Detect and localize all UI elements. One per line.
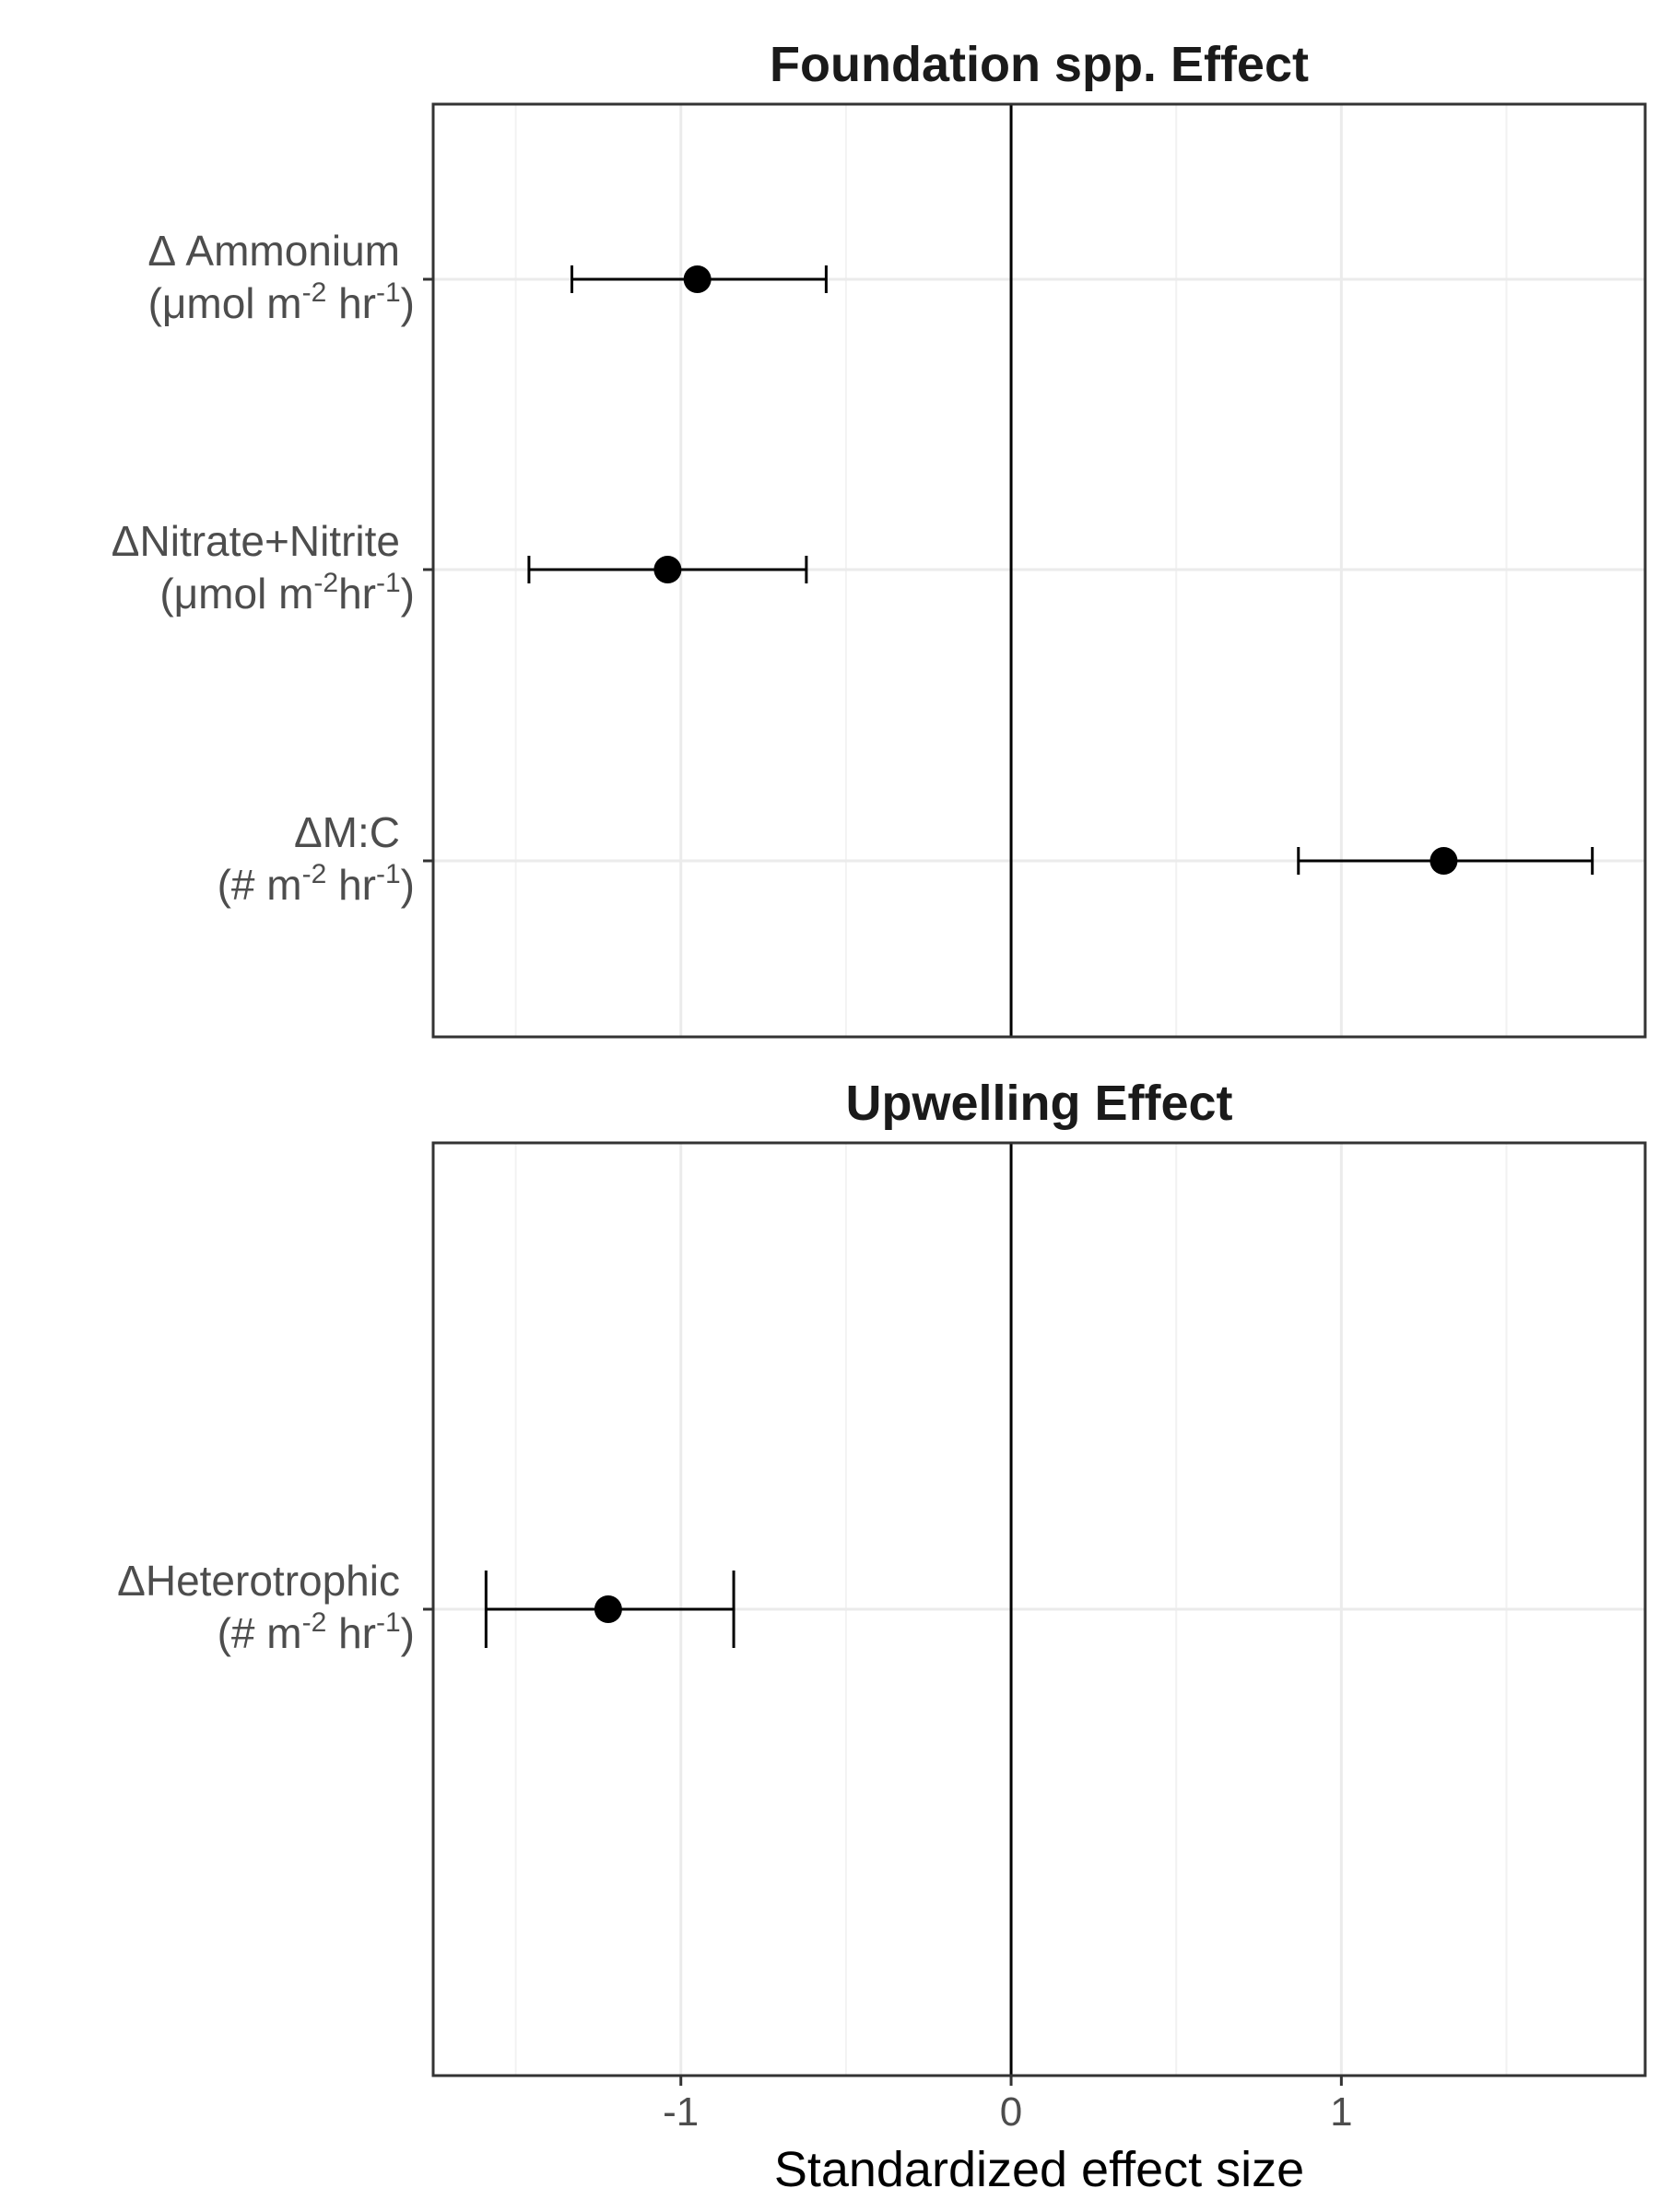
panel-border [431, 102, 1647, 1039]
point-estimate [594, 1595, 622, 1623]
unit-superscript: -1 [376, 859, 401, 889]
y-label-line1: ΔM:C [294, 808, 400, 856]
panel-border [431, 1141, 1647, 2077]
unit-text: (μmol m [159, 570, 313, 618]
unit-superscript: -1 [376, 1607, 401, 1638]
unit-text: (# m [218, 861, 302, 909]
unit-superscript: -2 [302, 1607, 327, 1638]
x-tick-label: 1 [1330, 2089, 1352, 2135]
unit-text: hr [326, 279, 376, 327]
x-axis: -1 0 1 Standardized effect size [663, 2076, 1353, 2197]
panel-1: Δ Ammonium(μmol m-2 hr-1)ΔNitrate+Nitrit… [112, 37, 1647, 1039]
y-label-line2: (μmol m-2 hr-1) [148, 277, 415, 327]
point-estimate [683, 265, 712, 293]
unit-superscript: -1 [376, 568, 401, 598]
panel-title: Foundation spp. Effect [770, 37, 1309, 92]
point-estimate [1430, 847, 1458, 875]
unit-text: (μmol m [148, 279, 302, 327]
unit-superscript: -2 [313, 568, 338, 598]
unit-text: ) [401, 1609, 415, 1657]
unit-text: (# m [218, 1609, 302, 1657]
x-axis-title: Standardized effect size [774, 2142, 1304, 2197]
y-label-line1: ΔHeterotrophic [117, 1557, 400, 1605]
y-label-line1: ΔNitrate+Nitrite [112, 517, 400, 565]
unit-text: ) [401, 279, 415, 327]
x-tick-label: -1 [663, 2089, 699, 2135]
unit-text: ) [401, 861, 415, 909]
x-tick-label: 0 [1000, 2089, 1022, 2135]
y-label-line2: (# m-2 hr-1) [218, 859, 415, 909]
y-label-line2: (# m-2 hr-1) [218, 1607, 415, 1657]
y-label-line2: (μmol m-2hr-1) [159, 568, 415, 618]
panel-title: Upwelling Effect [845, 1076, 1232, 1131]
unit-superscript: -1 [376, 277, 401, 308]
unit-text: hr [338, 570, 376, 618]
unit-superscript: -2 [302, 277, 327, 308]
unit-text: ) [401, 570, 415, 618]
unit-text: hr [326, 861, 376, 909]
y-label-line1: Δ Ammonium [147, 227, 400, 275]
panel-2: ΔHeterotrophic(# m-2 hr-1) Upwelling Effe… [117, 1076, 1647, 2077]
unit-superscript: -2 [302, 859, 327, 889]
point-estimate [653, 556, 682, 583]
unit-text: hr [326, 1609, 376, 1657]
